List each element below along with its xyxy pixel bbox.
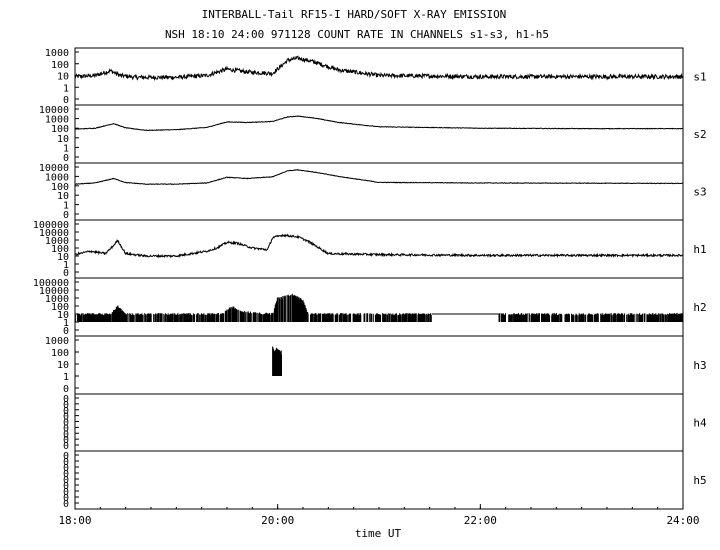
- channel-label: h5: [693, 474, 706, 487]
- y-tick-label: 0: [63, 406, 69, 417]
- y-tick-label: 1: [63, 83, 69, 94]
- y-tick-label: 0: [63, 457, 69, 468]
- y-tick-label: 1000: [45, 336, 69, 347]
- y-tick-label: 1000: [45, 294, 69, 305]
- channel-label: s1: [693, 71, 706, 84]
- y-tick-label: 10: [57, 360, 69, 371]
- y-tick-label: 0: [63, 412, 69, 423]
- y-tick-label: 0: [63, 493, 69, 504]
- y-tick-label: 0: [63, 95, 69, 106]
- y-tick-label: 1: [63, 318, 69, 329]
- series-line-h1: [74, 233, 684, 259]
- x-tick-label: 22:00: [464, 514, 497, 527]
- y-tick-label: 0: [63, 326, 69, 337]
- y-tick-label: 0: [63, 475, 69, 486]
- y-tick-label: 0: [63, 481, 69, 492]
- series-line-h3: [272, 346, 282, 376]
- y-tick-label: 0: [63, 435, 69, 446]
- y-tick-label: 1000: [45, 172, 69, 183]
- y-tick-label: 100: [51, 124, 69, 135]
- y-tick-label: 0: [63, 499, 69, 510]
- series-line-s1: [74, 55, 684, 81]
- y-tick-label: 1: [63, 201, 69, 212]
- y-tick-label: 1000: [45, 115, 69, 126]
- x-tick-label: 24:00: [666, 514, 699, 527]
- y-tick-label: 1: [63, 372, 69, 383]
- y-tick-label: 100: [51, 302, 69, 313]
- y-tick-label: 10000: [39, 163, 69, 174]
- y-tick-label: 10: [57, 310, 69, 321]
- y-tick-label: 10000: [39, 105, 69, 116]
- x-axis-label: time UT: [355, 527, 402, 540]
- channel-label: h3: [693, 359, 706, 372]
- y-tick-label: 100000: [33, 278, 69, 289]
- x-tick-label: 20:00: [261, 514, 294, 527]
- y-tick-label: 0: [63, 487, 69, 498]
- y-tick-label: 10: [57, 252, 69, 263]
- y-tick-label: 0: [63, 394, 69, 405]
- channel-label: s2: [693, 128, 706, 141]
- y-tick-label: 100000: [33, 220, 69, 231]
- channel-label: h2: [693, 301, 706, 314]
- y-tick-label: 100: [51, 60, 69, 71]
- series-line-h2: [74, 293, 684, 322]
- channel-label: h4: [693, 417, 707, 430]
- y-tick-label: 100: [51, 244, 69, 255]
- y-tick-label: 0: [63, 429, 69, 440]
- channel-label: s3: [693, 186, 706, 199]
- y-tick-label: 10000: [39, 286, 69, 297]
- y-tick-label: 0: [63, 153, 69, 164]
- y-tick-label: 1: [63, 143, 69, 154]
- y-tick-label: 0: [63, 384, 69, 395]
- y-tick-label: 0: [63, 423, 69, 434]
- y-tick-label: 10000: [39, 228, 69, 239]
- y-tick-label: 1000: [45, 236, 69, 247]
- y-tick-label: 0: [63, 210, 69, 221]
- y-tick-label: 0: [63, 451, 69, 462]
- y-tick-label: 10: [57, 191, 69, 202]
- y-tick-label: 10: [57, 72, 69, 83]
- y-tick-label: 0: [63, 463, 69, 474]
- channel-label: h1: [693, 243, 706, 256]
- y-tick-label: 0: [63, 418, 69, 429]
- chart-title: INTERBALL-Tail RF15-I HARD/SOFT X-RAY EM…: [201, 8, 507, 21]
- series-line-s3: [74, 168, 683, 186]
- y-tick-label: 100: [51, 182, 69, 193]
- y-tick-label: 10: [57, 134, 69, 145]
- y-tick-label: 0: [63, 268, 69, 279]
- series-line-s2: [74, 115, 684, 132]
- y-tick-label: 0: [63, 400, 69, 411]
- y-tick-label: 1000: [45, 48, 69, 59]
- y-tick-label: 100: [51, 348, 69, 359]
- x-tick-label: 18:00: [58, 514, 91, 527]
- y-tick-label: 1: [63, 260, 69, 271]
- y-tick-label: 0: [63, 441, 69, 452]
- chart-subtitle: NSH 18:10 24:00 971128 COUNT RATE IN CHA…: [164, 28, 550, 41]
- y-tick-label: 0: [63, 469, 69, 480]
